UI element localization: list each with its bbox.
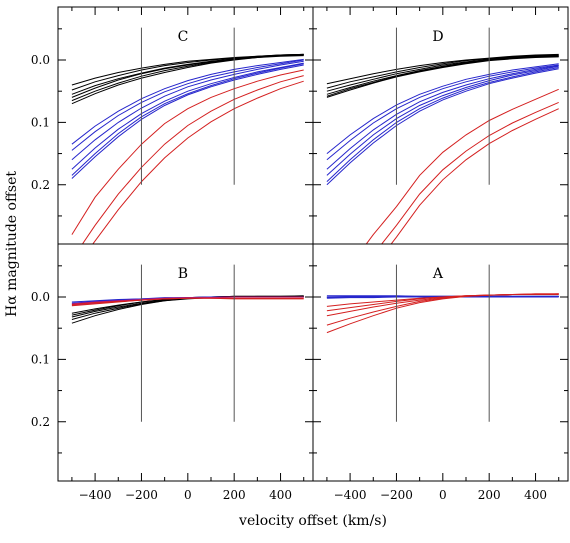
panel-label: C — [178, 29, 189, 45]
series-line — [71, 296, 304, 305]
series-line — [71, 62, 304, 170]
series-line — [365, 88, 559, 244]
panel-A-series — [326, 293, 559, 334]
marker-layer — [140, 27, 490, 422]
series-line — [326, 65, 559, 176]
series-line — [326, 67, 559, 182]
series-line — [326, 294, 559, 334]
panel-C-series — [71, 53, 304, 244]
x-tick-label: 200 — [223, 488, 246, 502]
y-tick-label: 0.1 — [31, 352, 50, 366]
x-tick-label: −200 — [125, 488, 158, 502]
series-line — [81, 75, 304, 244]
series-line — [71, 53, 304, 86]
series-line — [71, 55, 304, 105]
series-line — [326, 293, 559, 307]
series-line — [326, 65, 559, 170]
series-line — [326, 55, 559, 92]
series-line — [71, 63, 304, 176]
panel-label: A — [432, 266, 444, 282]
y-axis-title: Hα magnitude offset — [4, 171, 20, 317]
x-tick-label: 0 — [184, 488, 192, 502]
panel-B-series — [71, 295, 304, 324]
tick-layer — [58, 7, 568, 481]
series-line — [92, 80, 304, 244]
y-tick-label: 0.1 — [31, 115, 50, 129]
series-line — [71, 58, 304, 145]
series-layer — [71, 53, 559, 334]
series-line — [326, 54, 559, 89]
series-line — [326, 63, 559, 154]
series-line — [326, 56, 559, 98]
series-line — [71, 60, 304, 161]
series-line — [326, 295, 559, 299]
x-tick-label: 0 — [439, 488, 447, 502]
series-line — [326, 53, 559, 85]
series-line — [381, 101, 559, 244]
panel-label: B — [178, 266, 188, 282]
y-tick-label: 0.2 — [31, 415, 50, 429]
series-line — [390, 108, 559, 244]
x-tick-label: −200 — [380, 488, 413, 502]
y-tick-label: 0.0 — [31, 53, 50, 67]
label-layer: C D B A −400 −200 0 200 400 −400 −200 0 200 400 0.0 0.1… — [31, 29, 547, 502]
frame-layer — [57, 6, 569, 482]
series-line — [71, 69, 304, 235]
series-line — [71, 54, 304, 95]
series-line — [326, 68, 559, 186]
x-tick-label: 400 — [524, 488, 547, 502]
panel-D-series — [326, 53, 559, 244]
x-axis-title: velocity offset (km/s) — [238, 513, 387, 529]
y-tick-label: 0.2 — [31, 178, 50, 192]
series-line — [71, 59, 304, 151]
y-tick-label: 0.0 — [31, 290, 50, 304]
x-tick-label: 200 — [478, 488, 501, 502]
panel-label: D — [432, 29, 443, 45]
series-line — [326, 64, 559, 161]
series-line — [71, 64, 304, 179]
x-tick-label: −400 — [79, 488, 112, 502]
x-tick-label: −400 — [334, 488, 367, 502]
series-line — [326, 55, 559, 97]
series-line — [71, 297, 304, 305]
x-tick-label: 400 — [269, 488, 292, 502]
